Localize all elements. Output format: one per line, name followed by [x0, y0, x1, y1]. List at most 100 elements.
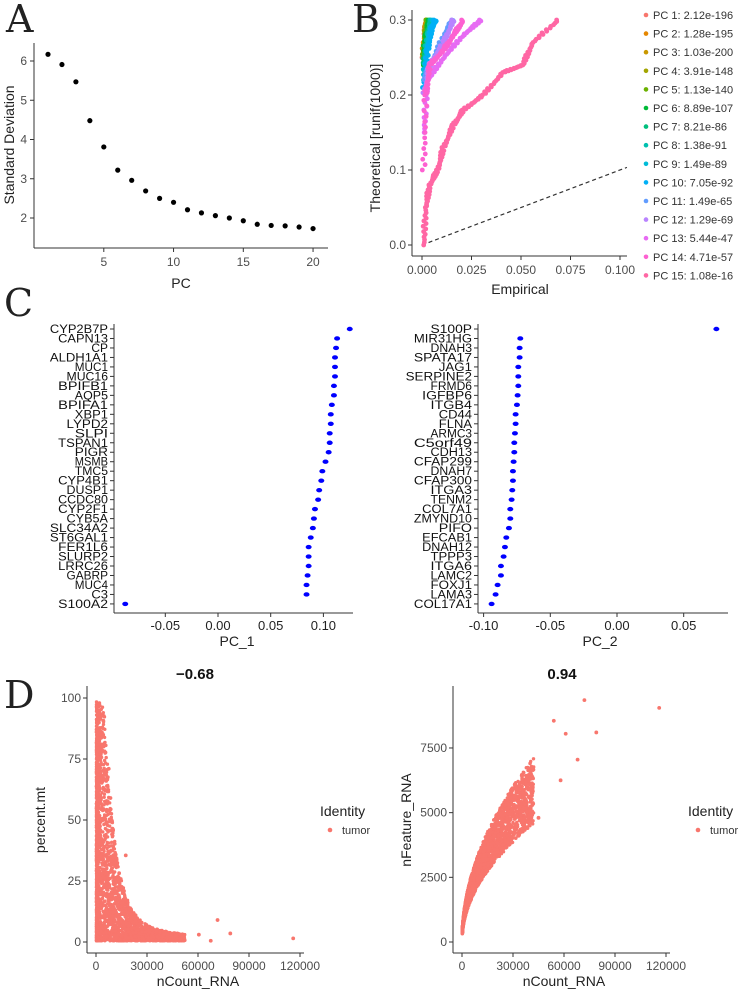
- cell-point: [108, 876, 112, 881]
- gene-label: EFCAB1: [422, 533, 472, 545]
- loading-point: [515, 374, 522, 379]
- cell-point: [98, 823, 102, 828]
- legend-key: [643, 254, 649, 260]
- cell-point: [95, 805, 99, 809]
- x-tick-label: -0.05: [150, 618, 180, 633]
- gene-label: CYB5A: [67, 514, 109, 526]
- cell-point: [109, 890, 114, 894]
- y-tick-label: 0: [74, 935, 81, 949]
- loading-point: [310, 516, 317, 521]
- loading-point: [307, 535, 314, 540]
- cell-point: [117, 871, 121, 876]
- data-point: [450, 42, 456, 48]
- legend-key: [643, 87, 649, 92]
- x-tick-label: 60000: [547, 959, 581, 973]
- y-tick-label: 4: [20, 133, 27, 147]
- gene-label: ST6GAL1: [50, 533, 108, 545]
- gene-label: FRMD6: [431, 381, 473, 393]
- cell-point: [94, 877, 99, 881]
- legend-label: PC 11: 1.49e-65: [653, 196, 732, 208]
- loading-point: [507, 516, 514, 521]
- legend-key: [643, 161, 649, 167]
- gene-label: CD44: [439, 409, 473, 421]
- gene-label: JAG1: [439, 362, 472, 374]
- cell-point: [95, 929, 99, 933]
- legend-key: [643, 49, 649, 55]
- loading-point: [305, 544, 312, 550]
- gene-label: FLNA: [439, 419, 473, 431]
- cell-point: [100, 861, 104, 865]
- cell-point: [119, 908, 124, 912]
- cell-point: [107, 901, 112, 906]
- cell-point: [130, 912, 134, 916]
- data-point: [87, 118, 93, 124]
- cell-point: [94, 796, 99, 800]
- gene-label: C5orf49: [414, 438, 472, 450]
- data-point: [422, 55, 428, 61]
- cell-point: [96, 903, 100, 907]
- cell-point: [95, 726, 99, 730]
- loading-point: [509, 469, 516, 474]
- cell-point: [104, 770, 109, 774]
- data-point: [101, 144, 107, 150]
- point-cloud: [94, 700, 296, 943]
- cell-point: [109, 854, 113, 858]
- legend-label: PC 12: 1.29e-69: [653, 215, 733, 227]
- cell-point: [110, 820, 115, 825]
- cell-point: [119, 901, 123, 905]
- legend-label: tumor: [342, 825, 370, 837]
- cell-point: [105, 762, 110, 766]
- cell-point: [103, 869, 108, 873]
- cell-point: [104, 935, 108, 939]
- cell-point: [135, 916, 139, 920]
- cell-point: [118, 897, 122, 902]
- cell-point: [113, 929, 117, 933]
- cell-point: [120, 933, 124, 937]
- loading-point: [505, 525, 512, 531]
- cell-point: [95, 892, 99, 896]
- cell-point: [109, 897, 114, 901]
- cell-point: [99, 807, 103, 811]
- cell-point: [137, 927, 142, 931]
- x-tick-label: 0.05: [671, 618, 696, 633]
- gene-label: CFAP299: [414, 457, 472, 469]
- cell-point: [94, 869, 99, 873]
- loading-point: [316, 487, 323, 493]
- gene-label: MUC16: [67, 371, 109, 383]
- cell-point: [115, 901, 119, 905]
- x-tick-label: 90000: [232, 959, 266, 973]
- loading-point: [309, 525, 316, 531]
- cell-point: [95, 763, 99, 767]
- cell-point: [100, 926, 104, 930]
- gene-label: DNAH7: [431, 466, 473, 478]
- x-tick-label: 5: [100, 255, 107, 269]
- gene-label: SLC34A2: [50, 523, 108, 535]
- cell-point: [100, 748, 105, 752]
- y-tick-label: 7500: [420, 741, 447, 755]
- gene-label: AQP5: [75, 390, 108, 402]
- cell-point: [94, 820, 99, 824]
- loading-point: [492, 592, 499, 597]
- data-point: [437, 43, 443, 49]
- y-tick-label: 0.0: [389, 238, 406, 252]
- data-point: [254, 221, 260, 227]
- legend-key: [643, 31, 649, 36]
- x-tick-label: 0: [459, 959, 466, 973]
- outlier-point: [196, 932, 201, 937]
- x-tick-label: 90000: [598, 959, 632, 973]
- gene-label: TSPAN1: [58, 438, 108, 450]
- y-tick-label: 2: [20, 211, 27, 225]
- cell-point: [106, 789, 111, 794]
- x-axis-label: PC: [171, 275, 190, 291]
- cell-point: [115, 891, 119, 895]
- cell-point: [112, 877, 116, 881]
- cell-point: [94, 704, 99, 709]
- legend-label: PC 2: 1.28e-195: [653, 29, 733, 41]
- cell-point: [96, 935, 100, 940]
- x-tick-label: 0.100: [605, 263, 635, 277]
- cell-point: [97, 857, 101, 861]
- legend-key: [643, 142, 649, 148]
- cell-point: [95, 788, 100, 792]
- data-point: [115, 167, 121, 173]
- cell-point: [149, 936, 153, 940]
